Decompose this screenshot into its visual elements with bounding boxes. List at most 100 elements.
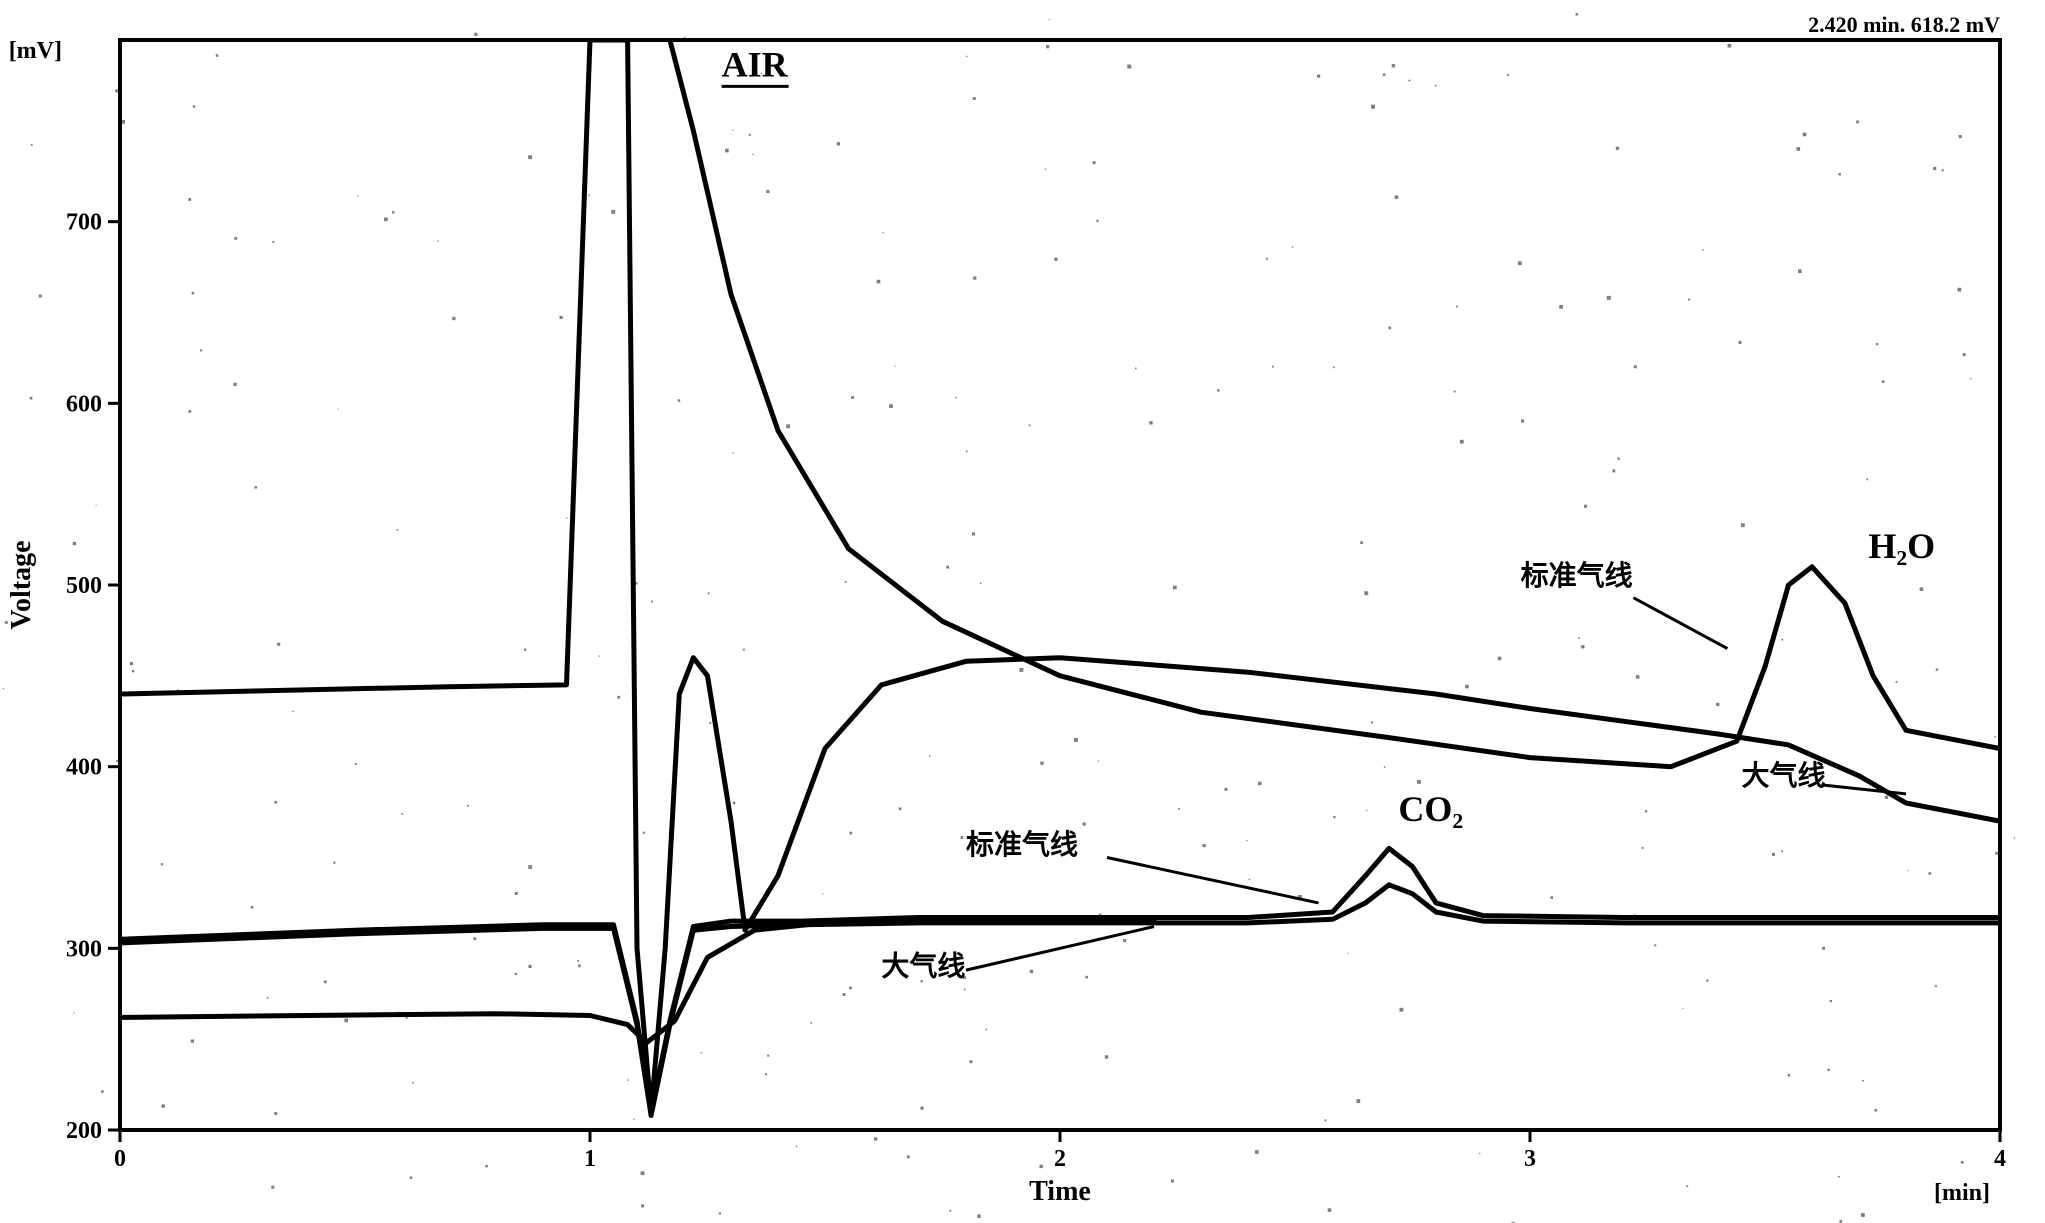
noise-dot (1781, 850, 1783, 852)
noise-dot (529, 965, 532, 968)
noise-dot (1366, 810, 1367, 811)
noise-dot (977, 1214, 980, 1217)
noise-dot (641, 1171, 645, 1175)
noise-dot (401, 813, 403, 815)
noise-dot (271, 1186, 274, 1189)
noise-dot (1098, 760, 1099, 761)
x-axis-unit: [min] (1934, 1180, 1990, 1206)
noise-dot (1683, 1008, 1684, 1009)
noise-dot (188, 410, 191, 413)
noise-dot (641, 1204, 644, 1207)
y-tick-label: 400 (66, 755, 102, 781)
noise-dot (1417, 780, 1421, 784)
noise-dot (617, 696, 620, 699)
noise-dot (1882, 380, 1885, 383)
noise-dot (765, 1073, 767, 1075)
noise-dot (611, 210, 615, 214)
noise-dot (1994, 736, 1995, 737)
label-atm-upper: 大气线 (1742, 760, 1826, 792)
noise-dot (333, 862, 335, 864)
noise-dot (1460, 440, 1464, 444)
noise-dot (719, 1212, 721, 1214)
noise-dot (1706, 979, 1708, 981)
noise-dot (1688, 299, 1690, 301)
noise-dot (467, 805, 469, 807)
noise-dot (1383, 73, 1386, 76)
series-baseline_lower (120, 848, 2000, 1111)
noise-dot (474, 33, 477, 36)
noise-dot (1686, 1185, 1688, 1187)
noise-dot (966, 451, 968, 453)
noise-dot (1258, 782, 1261, 785)
noise-dot (1364, 591, 1368, 595)
noise-dot (1040, 762, 1043, 765)
noise-dot (1958, 288, 1962, 292)
noise-dot (1830, 1000, 1832, 1002)
noise-dot (396, 529, 398, 531)
noise-dot (889, 404, 893, 408)
noise-dot (267, 997, 269, 999)
noise-dot (1654, 944, 1656, 946)
noise-dot (1074, 738, 1078, 742)
y-axis-unit: [mV] (9, 38, 62, 64)
noise-dot (1616, 147, 1619, 150)
noise-dot (515, 973, 517, 975)
noise-dot (1896, 681, 1898, 683)
label-std-upper: 标准气线 (1521, 560, 1633, 592)
noise-dot (560, 316, 563, 319)
noise-dot (1360, 541, 1363, 544)
noise-dot (627, 1079, 628, 1080)
noise-dot (1933, 167, 1936, 170)
noise-dot (843, 993, 846, 996)
noise-dot (524, 648, 526, 650)
label-h2o: H₂O (1868, 526, 1935, 566)
noise-dot (1465, 685, 1469, 689)
noise-dot (188, 198, 191, 201)
noise-dot (355, 763, 357, 765)
noise-dot (338, 409, 339, 410)
leader-std_lower (1107, 858, 1319, 903)
label-air: AIR (722, 44, 789, 84)
noise-dot (1400, 1008, 1404, 1012)
noise-dot (599, 655, 600, 656)
noise-dot (1728, 44, 1732, 48)
noise-dot (251, 906, 254, 909)
y-tick-label: 600 (66, 391, 102, 417)
noise-dot (1085, 976, 1088, 979)
noise-dot (1995, 852, 1998, 855)
noise-dot (1928, 872, 1931, 875)
noise-dot (1029, 424, 1031, 426)
noise-dot (1518, 261, 1522, 265)
noise-dot (955, 397, 956, 398)
noise-dot (743, 649, 745, 651)
noise-dot (1272, 366, 1274, 368)
noise-dot (701, 1052, 702, 1053)
series-air_decay (670, 40, 2000, 767)
noise-dot (577, 960, 579, 962)
x-axis-label: Time (1029, 1176, 1091, 1207)
noise-dot (1578, 637, 1580, 639)
noise-dot (1642, 847, 1644, 849)
noise-dot (1796, 147, 1800, 151)
noise-dot (1634, 365, 1637, 368)
noise-dot (849, 987, 852, 990)
noise-dot (1203, 844, 1206, 847)
noise-dot (3, 688, 4, 689)
noise-dot (643, 832, 645, 834)
label-atm-lower: 大气线 (881, 951, 965, 983)
noise-dot (1392, 64, 1395, 67)
noise-dot (749, 134, 751, 136)
noise-dot (1479, 1153, 1480, 1154)
noise-dot (1333, 816, 1335, 818)
noise-dot (1959, 135, 1962, 138)
noise-dot (292, 711, 293, 712)
noise-dot (115, 89, 118, 92)
noise-dot (437, 240, 438, 241)
noise-dot (964, 989, 966, 991)
noise-dot (1838, 173, 1841, 176)
noise-dot (1171, 1179, 1174, 1182)
noise-dot (101, 1090, 104, 1093)
noise-dot (633, 1119, 634, 1120)
noise-dot (1371, 105, 1375, 109)
noise-dot (1039, 1165, 1042, 1168)
